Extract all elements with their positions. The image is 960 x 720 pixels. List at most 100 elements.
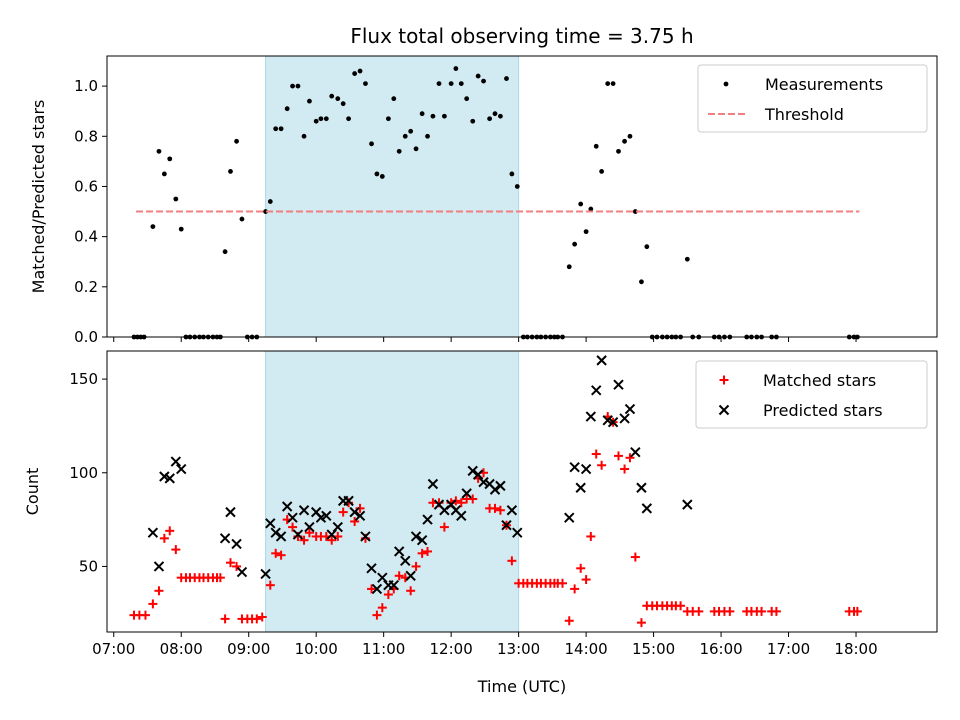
matched-stars-point bbox=[350, 516, 360, 526]
predicted-stars-point bbox=[575, 482, 586, 493]
x-tick-label: 18:00 bbox=[834, 640, 877, 658]
measurements-point bbox=[639, 279, 644, 285]
predicted-stars-point bbox=[176, 463, 187, 475]
measurements-point bbox=[173, 196, 179, 202]
measurements-point bbox=[369, 141, 374, 147]
measurements-point bbox=[605, 81, 611, 86]
matched-stars-point bbox=[625, 453, 635, 463]
measurements-point bbox=[178, 226, 184, 232]
predicted-stars-point bbox=[456, 510, 467, 522]
predicted-stars-point bbox=[366, 563, 377, 574]
legend-matched-stars-handle bbox=[719, 375, 729, 385]
measurements-point bbox=[290, 83, 295, 89]
predicted-stars-point bbox=[461, 488, 472, 499]
predicted-stars-point bbox=[467, 465, 478, 477]
predicted-stars-point bbox=[321, 510, 332, 522]
predicted-stars-point bbox=[377, 572, 388, 583]
count-panel-frame bbox=[106, 350, 938, 633]
ratio-panel-x-ticks bbox=[113, 337, 857, 342]
matched-stars-point bbox=[338, 507, 348, 517]
x-tick-label: 12:00 bbox=[430, 640, 473, 658]
measurements-point bbox=[352, 71, 358, 76]
matched-stars-point bbox=[225, 558, 235, 568]
predicted-stars-point bbox=[619, 413, 630, 424]
matched-stars-point bbox=[252, 614, 262, 624]
matched-stars-point bbox=[406, 586, 416, 596]
matched-stars-point bbox=[148, 599, 158, 609]
matched-stars-point bbox=[383, 590, 393, 600]
predicted-stars-point bbox=[326, 529, 337, 540]
matched-stars-point bbox=[620, 464, 630, 474]
measurements-point bbox=[323, 116, 329, 122]
measurements-point bbox=[622, 138, 627, 144]
predicted-stars-point bbox=[287, 512, 298, 523]
measurements-point bbox=[441, 113, 447, 119]
matched-stars-point bbox=[171, 545, 181, 555]
matched-stars-point bbox=[586, 531, 596, 541]
measurements-point bbox=[222, 249, 228, 255]
measurements-point bbox=[396, 148, 402, 154]
matched-stars-point bbox=[276, 550, 286, 560]
matched-stars-point bbox=[367, 584, 377, 594]
measurements-point bbox=[307, 98, 312, 104]
x-tick-label: 08:00 bbox=[160, 640, 203, 658]
count-panel-legend: Matched stars Predicted stars bbox=[695, 360, 928, 429]
measurements-point bbox=[318, 116, 324, 122]
matched-stars-point bbox=[576, 563, 586, 573]
measurements-point bbox=[150, 224, 156, 230]
measurements-point bbox=[346, 116, 351, 122]
matched-stars-point bbox=[165, 526, 175, 536]
matched-stars-point bbox=[581, 575, 591, 585]
measurements-point bbox=[498, 113, 503, 119]
measurements-point bbox=[448, 81, 454, 86]
ratio-panel-y-ticks: 0.0 0.2 0.4 0.6 0.8 1.0 bbox=[74, 77, 107, 346]
x-tick-label: 10:00 bbox=[295, 640, 338, 658]
matched-stars-point bbox=[257, 612, 267, 622]
predicted-stars-point bbox=[596, 355, 607, 366]
matched-stars-point bbox=[468, 494, 478, 504]
matched-stars-point bbox=[694, 606, 704, 616]
measurements-point bbox=[161, 171, 167, 177]
measurements-point bbox=[301, 133, 307, 139]
x-tick-label: 09:00 bbox=[227, 640, 270, 658]
predicted-stars-point bbox=[354, 510, 366, 522]
ratio-panel: 0.0 0.2 0.4 0.6 0.8 1.0 Matched/Predicted sta… bbox=[29, 55, 938, 346]
legend-predicted-stars-handle bbox=[718, 404, 730, 416]
legend-threshold-label: Threshold bbox=[764, 105, 844, 124]
measurements-point bbox=[273, 126, 279, 132]
x-tick-label: 11:00 bbox=[362, 640, 405, 658]
count-panel-legend-box bbox=[695, 360, 928, 429]
measurements-point bbox=[335, 96, 341, 102]
matched-stars-point bbox=[570, 584, 580, 594]
count-panel: 07:00 08:00 09:00 10:00 11:00 12:00 13:00 14:00… bbox=[23, 350, 938, 658]
matched-stars-point bbox=[439, 522, 449, 532]
matched-stars-point bbox=[591, 449, 601, 459]
legend-measurements-label: Measurements bbox=[765, 75, 883, 94]
legend-measurements-handle bbox=[723, 81, 729, 87]
predicted-stars-point bbox=[275, 531, 287, 542]
matched-stars-point bbox=[154, 586, 164, 596]
measurements-point bbox=[425, 133, 430, 139]
measurements-point bbox=[436, 81, 442, 86]
matched-stars-point bbox=[372, 610, 382, 620]
measurements-point bbox=[228, 169, 233, 174]
ratio-panel-y-tick-label: 0.0 bbox=[74, 328, 98, 346]
x-tick-label: 15:00 bbox=[632, 640, 675, 658]
matched-stars-point bbox=[490, 503, 500, 513]
measurements-point bbox=[340, 101, 346, 107]
matched-stars-point bbox=[613, 451, 623, 461]
measurements-point bbox=[402, 133, 408, 139]
measurements-point bbox=[430, 113, 436, 119]
ratio-panel-legend-box bbox=[697, 64, 928, 133]
predicted-stars-point bbox=[585, 411, 597, 422]
matched-stars-point bbox=[423, 546, 433, 556]
measurements-point bbox=[357, 68, 363, 74]
matched-stars-point bbox=[220, 614, 230, 624]
matched-stars-point bbox=[377, 603, 387, 613]
predicted-stars-point bbox=[641, 503, 653, 514]
count-panel-marks bbox=[129, 355, 862, 628]
predicted-stars-point bbox=[393, 546, 405, 557]
count-panel-observing-window bbox=[265, 350, 520, 633]
predicted-stars-point bbox=[225, 506, 236, 518]
